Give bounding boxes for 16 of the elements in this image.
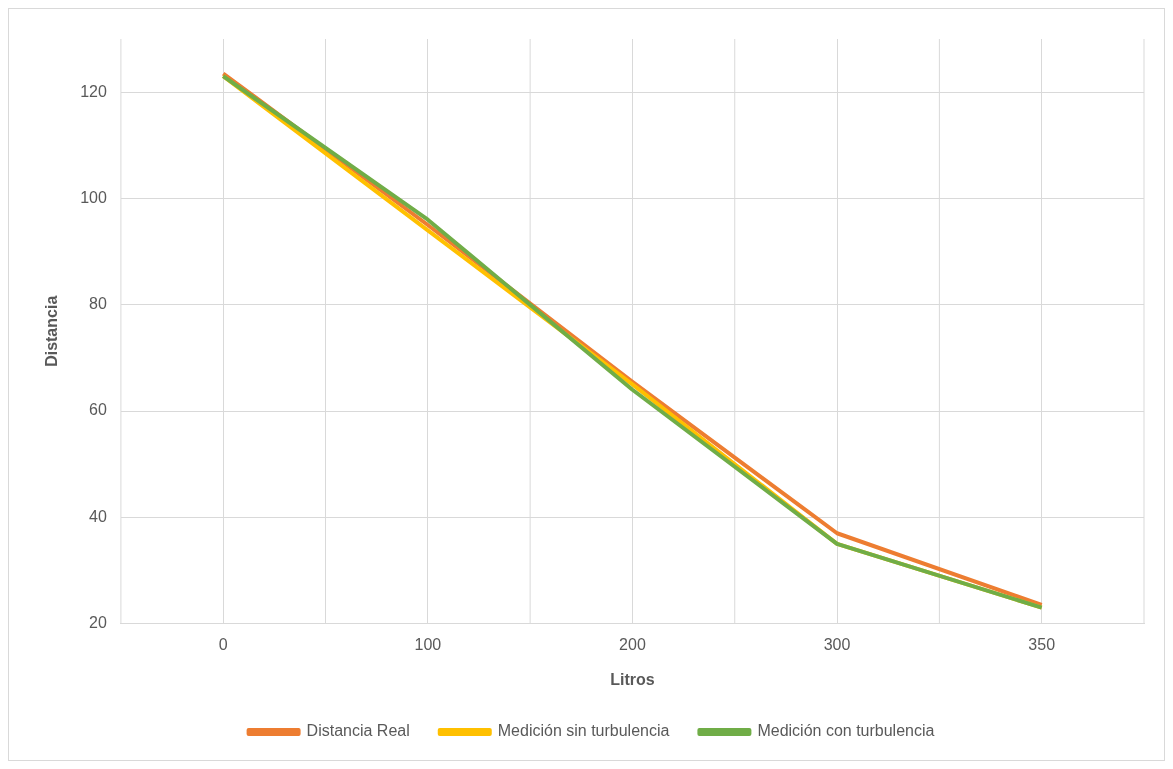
y-tick-label: 120 xyxy=(80,82,107,100)
y-tick-label: 40 xyxy=(89,507,107,525)
x-tick-label: 350 xyxy=(1028,635,1056,653)
y-tick-label: 60 xyxy=(89,401,107,419)
x-tick-label: 300 xyxy=(823,635,851,653)
legend-label: Medición con turbulencia xyxy=(757,722,935,740)
y-axis-title: Distancia xyxy=(43,295,61,367)
x-axis-title: Litros xyxy=(610,670,655,688)
legend-label: Distancia Real xyxy=(306,722,410,740)
y-tick-label: 80 xyxy=(89,295,107,313)
x-tick-label: 200 xyxy=(619,635,646,653)
y-tick-label: 100 xyxy=(80,188,107,206)
x-tick-label: 0 xyxy=(218,635,228,653)
x-tick-label: 100 xyxy=(414,635,442,653)
y-tick-label: 20 xyxy=(89,614,107,632)
legend-label: Medición sin turbulencia xyxy=(497,722,670,740)
